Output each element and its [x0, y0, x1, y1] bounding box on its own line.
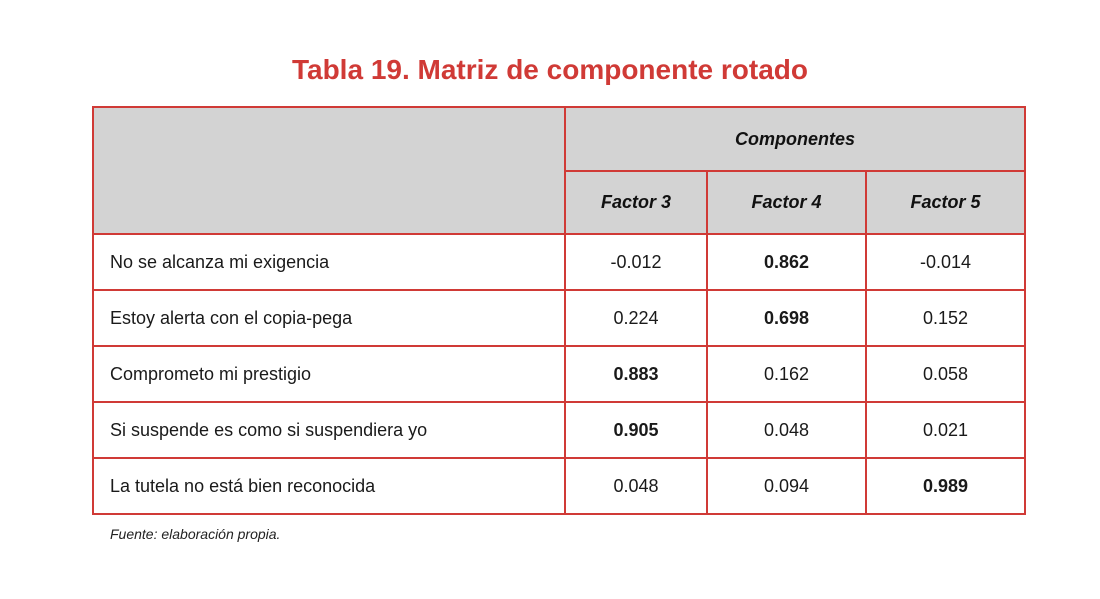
header-corner-cell: [92, 106, 566, 235]
cell-value: 0.162: [706, 345, 867, 403]
cell-value: 0.883: [564, 345, 708, 403]
cell-value: -0.012: [564, 233, 708, 291]
source-note: Fuente: elaboración propia.: [110, 526, 281, 542]
cell-value: 0.862: [706, 233, 867, 291]
cell-value: 0.048: [706, 401, 867, 459]
cell-value: 0.048: [564, 457, 708, 515]
row-label: Si suspende es como si suspendiera yo: [92, 401, 566, 459]
table-title: Tabla 19. Matriz de componente rotado: [291, 54, 808, 85]
header-row-group: Componentes: [92, 106, 1026, 235]
table-row: Si suspende es como si suspendiera yo 0.…: [92, 401, 1026, 459]
cell-value: 0.905: [564, 401, 708, 459]
cell-value: 0.224: [564, 289, 708, 347]
header-column-factor-4: Factor 4: [706, 170, 867, 235]
cell-value: 0.058: [865, 345, 1026, 403]
header-row-columns: Factor 3 Factor 4 Factor 5: [93, 170, 1026, 235]
row-label: No se alcanza mi exigencia: [92, 233, 566, 291]
cell-value: 0.698: [706, 289, 867, 347]
header-column-factor-5: Factor 5: [865, 170, 1026, 235]
rotated-component-matrix-table: Componentes Factor 3 Factor 4 Factor 5 N…: [92, 106, 1026, 515]
cell-value: 0.021: [865, 401, 1026, 459]
header-group-cell: Componentes: [564, 106, 1026, 172]
table-row: La tutela no está bien reconocida 0.048 …: [92, 457, 1026, 515]
table-row: Estoy alerta con el copia-pega 0.224 0.6…: [92, 289, 1026, 347]
row-label: Estoy alerta con el copia-pega: [92, 289, 566, 347]
cell-value: -0.014: [865, 233, 1026, 291]
cell-value: 0.152: [865, 289, 1026, 347]
header-column-factor-3: Factor 3: [564, 170, 708, 235]
row-label: La tutela no está bien reconocida: [92, 457, 566, 515]
cell-value: 0.094: [706, 457, 867, 515]
table-row: No se alcanza mi exigencia -0.012 0.862 …: [92, 233, 1026, 291]
table-row: Comprometo mi prestigio 0.883 0.162 0.05…: [92, 345, 1026, 403]
row-label: Comprometo mi prestigio: [92, 345, 566, 403]
cell-value: 0.989: [865, 457, 1026, 515]
